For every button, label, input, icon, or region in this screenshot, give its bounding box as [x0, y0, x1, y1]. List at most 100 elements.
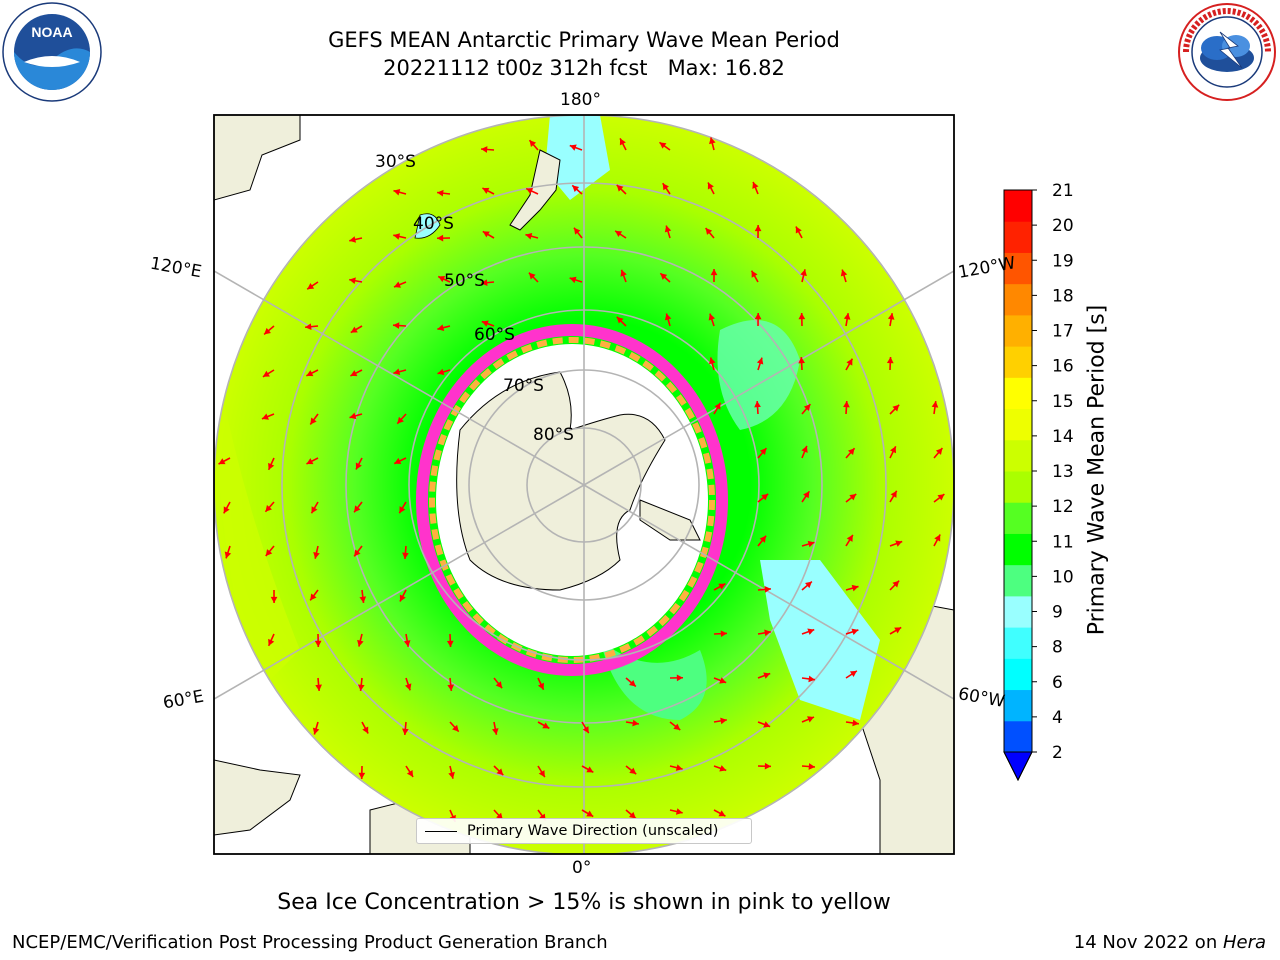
- wave-arrow-head: [675, 764, 683, 771]
- wave-arrow-head: [800, 269, 807, 277]
- wave-arrow-head: [224, 551, 232, 559]
- lon-label-0: 0°: [572, 858, 592, 878]
- wave-arrow-head: [764, 586, 771, 593]
- colorbar-swatch: [1004, 720, 1032, 753]
- colorbar-swatch: [1004, 658, 1032, 691]
- colorbar-swatch: [1004, 221, 1032, 253]
- colorbar-tick-label: 17: [1052, 322, 1074, 342]
- legend-line-swatch: [425, 831, 457, 832]
- wave-arrow-head: [569, 276, 577, 284]
- wave-arrow-head: [720, 717, 727, 725]
- wave-arrow-head: [752, 181, 759, 189]
- wave-arrow-head: [262, 370, 270, 377]
- wave-arrow-head: [313, 551, 320, 559]
- wave-arrow-head: [349, 277, 356, 285]
- wave-arrow-head: [481, 146, 488, 153]
- wave-arrow-head: [852, 719, 859, 727]
- wave-arrow-head: [406, 769, 414, 777]
- wave-arrow-head: [798, 357, 805, 364]
- colorbar-tick-label: 9: [1052, 603, 1063, 623]
- wave-arrow-head: [764, 629, 771, 637]
- wave-arrow-head: [615, 230, 623, 238]
- wave-arrow-head: [807, 540, 815, 548]
- wave-arrow-head: [438, 276, 446, 283]
- wave-arrow-head: [805, 581, 812, 589]
- wave-arrow-head: [481, 320, 489, 327]
- lat-label-50s: 50°S: [444, 271, 485, 291]
- caption: Sea Ice Concentration > 15% is shown in …: [277, 890, 891, 915]
- wave-arrow-head: [218, 458, 226, 465]
- wave-arrow-head: [528, 272, 536, 280]
- wave-arrow-head: [264, 327, 271, 335]
- colorbar-label: Primary Wave Mean Period [s]: [1084, 304, 1110, 636]
- colorbar-outline: [1003, 189, 1033, 782]
- wave-arrow-head: [808, 675, 815, 683]
- wave-arrow-head: [437, 324, 445, 331]
- colorbar-swatch: [1004, 408, 1032, 441]
- antarctica-landmass: [456, 371, 666, 591]
- wave-direction-arrows: [218, 137, 945, 823]
- wave-arrow-head: [394, 281, 401, 288]
- wave-arrow-head: [664, 225, 672, 233]
- wave-arrow-head: [405, 683, 412, 691]
- wave-arrow-head: [542, 722, 550, 729]
- lat-label-40s: 40°S: [413, 214, 454, 234]
- wave-arrow-head: [708, 357, 716, 365]
- wave-arrow-head: [843, 313, 851, 320]
- wave-arrow-head: [673, 723, 681, 730]
- wave-arrow-head: [846, 358, 853, 366]
- colorbar-tick-label: 18: [1052, 286, 1074, 306]
- wave-arrow-head: [759, 535, 767, 543]
- wave-arrow-head: [756, 357, 764, 365]
- wave-arrow-head: [306, 458, 314, 465]
- wave-arrow-head: [437, 189, 444, 197]
- colorbar-swatch: [1004, 471, 1032, 503]
- wave-arrow-head: [586, 810, 594, 817]
- lon-label-180: 180°: [560, 90, 601, 110]
- wave-arrow-head: [402, 552, 409, 559]
- wave-arrow-head: [931, 401, 939, 408]
- colorbar-swatch: [1004, 533, 1032, 566]
- colorbar-swatch: [1004, 377, 1032, 410]
- map-frame: [213, 114, 955, 855]
- wave-arrow-head: [481, 279, 488, 287]
- wave-arrow-head: [629, 811, 636, 819]
- colorbar-swatch: [1004, 439, 1032, 472]
- colorbar-tick-label: 16: [1052, 357, 1074, 377]
- noaa-logo: NOAA: [2, 2, 102, 102]
- wave-arrow-head: [354, 505, 361, 513]
- wave-arrow-head: [759, 448, 767, 455]
- wave-arrow-head: [761, 493, 769, 501]
- colorbar-tick-label: 11: [1052, 532, 1074, 552]
- colorbar-swatch: [1004, 314, 1032, 347]
- wave-arrow-head: [751, 270, 758, 278]
- wave-arrow-head: [709, 137, 716, 145]
- map-legend: Primary Wave Direction (unscaled): [416, 818, 752, 844]
- wave-arrow-head: [662, 183, 669, 191]
- footer-machine: Hera: [1222, 932, 1266, 953]
- wave-arrow-head: [710, 269, 718, 276]
- wave-arrow-head: [261, 413, 269, 420]
- wave-arrow-head: [403, 640, 411, 647]
- wave-arrow-head: [572, 185, 580, 192]
- colorbar-tick-label: 2: [1052, 743, 1063, 763]
- wave-arrow-head: [886, 357, 894, 364]
- noaa-logo-text: NOAA: [31, 24, 72, 40]
- wave-arrow-head: [573, 227, 581, 235]
- wave-arrow-head: [892, 404, 900, 412]
- wave-arrow-head: [268, 638, 275, 646]
- wave-arrow-head: [350, 326, 358, 333]
- wave-arrow-head: [808, 763, 815, 770]
- wave-arrow-head: [362, 726, 369, 734]
- wave-arrow-head: [223, 506, 230, 514]
- wave-arrow-head: [310, 593, 317, 601]
- wave-arrow-head: [616, 316, 624, 324]
- wave-arrow-head: [482, 187, 490, 194]
- lat-label-80s: 80°S: [533, 425, 574, 445]
- wave-arrow-head: [628, 679, 636, 687]
- nws-logo: [1178, 3, 1276, 101]
- colorbar-swatch: [1004, 627, 1032, 659]
- wave-arrow-head: [582, 726, 589, 734]
- wave-arrow-head: [310, 417, 317, 425]
